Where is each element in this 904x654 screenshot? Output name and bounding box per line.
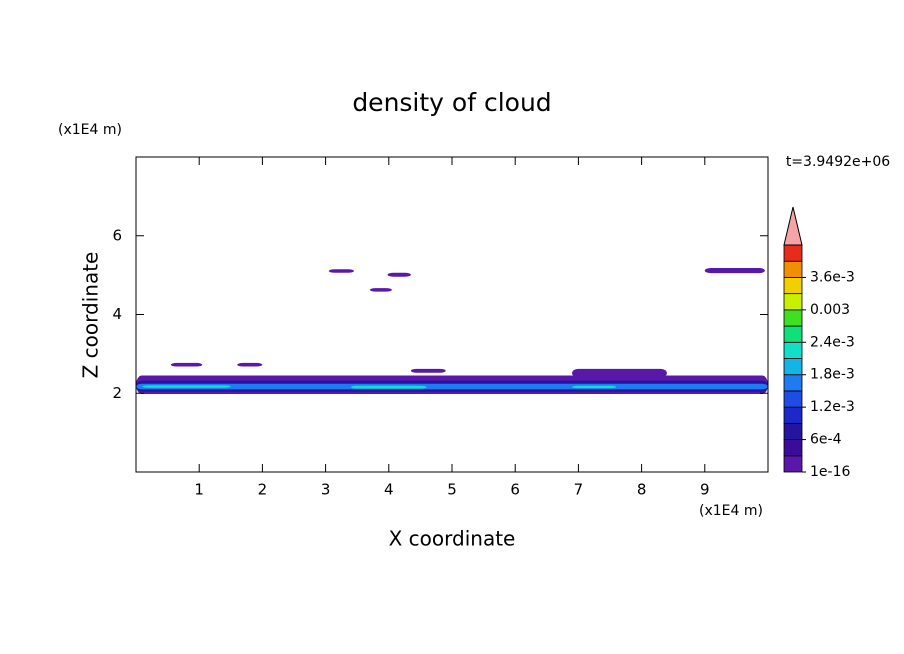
cloud-region [142, 385, 231, 388]
time-label: t=3.9492e+06 [786, 154, 890, 170]
colorbar-extension [783, 206, 803, 246]
cloud-region [704, 268, 765, 274]
x-axis-label: X coordinate [389, 527, 516, 551]
colorbar-segment [783, 422, 803, 440]
cloud-region [170, 362, 203, 367]
colorbar-segment [783, 390, 803, 408]
colorbar-tick-label: 1.8e-3 [810, 367, 855, 383]
x-tick-label: 3 [321, 481, 331, 499]
y-unit: (x1E4 m) [58, 122, 122, 138]
colorbar-segment [783, 325, 803, 343]
x-tick-label: 4 [384, 481, 394, 499]
x-tick-label: 1 [194, 481, 204, 499]
colorbar-tick-label: 3.6e-3 [810, 269, 855, 285]
x-tick-label: 9 [700, 481, 710, 499]
cloud-region [237, 362, 263, 367]
colorbar-tick-label: 1.2e-3 [810, 399, 855, 415]
chart-title: density of cloud [352, 88, 551, 117]
cloud-region [369, 288, 392, 292]
cloud-region [410, 368, 446, 373]
colorbar-segment [783, 358, 803, 376]
x-tick-label: 7 [574, 481, 584, 499]
colorbar-segment [783, 341, 803, 359]
colorbar-segment [783, 277, 803, 295]
colorbar-tick-label: 0.003 [810, 302, 850, 318]
colorbar-segment [783, 374, 803, 392]
y-tick-label: 2 [112, 384, 122, 402]
x-tick-label: 6 [510, 481, 520, 499]
plot-area [136, 268, 768, 395]
colorbar-segment [783, 406, 803, 424]
colorbar-segment [783, 455, 803, 473]
cloud-region [387, 272, 411, 277]
y-tick-label: 6 [112, 226, 122, 244]
colorbar-segment [783, 439, 803, 457]
colorbar-segment [783, 309, 803, 327]
plot-frame [135, 156, 769, 473]
x-unit: (x1E4 m) [699, 503, 763, 519]
cloud-region [350, 385, 427, 389]
cloud-region [572, 385, 617, 389]
x-tick-label: 8 [637, 481, 647, 499]
y-tick-label: 4 [112, 305, 122, 323]
y-axis-label: Z coordinate [79, 252, 103, 379]
x-tick-label: 2 [258, 481, 268, 499]
cloud-region [572, 368, 667, 378]
colorbar-segment [783, 293, 803, 311]
colorbar-segment [783, 260, 803, 278]
colorbar-tick-label: 2.4e-3 [810, 334, 855, 350]
cloud-region [328, 269, 355, 273]
colorbar-tick-label: 1e-16 [810, 464, 850, 480]
x-tick-label: 5 [447, 481, 457, 499]
colorbar-tick-label: 6e-4 [810, 432, 842, 448]
colorbar-segment [783, 244, 803, 262]
